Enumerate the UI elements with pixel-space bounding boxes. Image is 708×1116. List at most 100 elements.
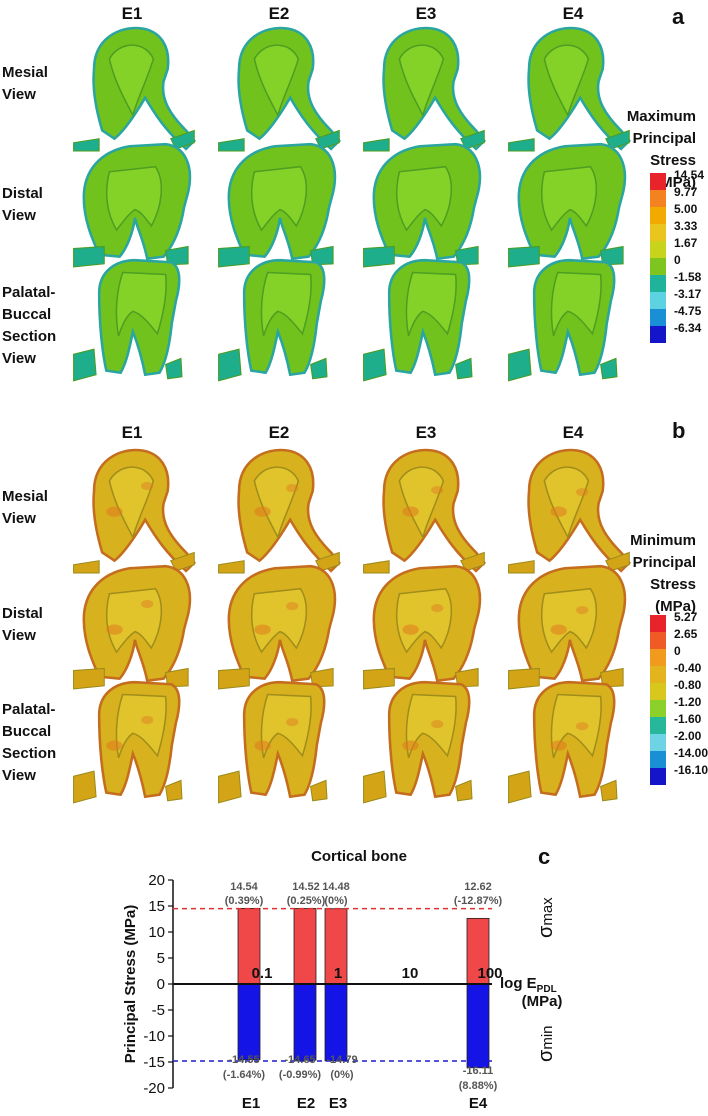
col-header-e1: E1 bbox=[121, 423, 143, 442]
col-header-e1: E1 bbox=[121, 4, 143, 23]
min-model-palatal-e1 bbox=[73, 680, 183, 804]
max-legend-swatch bbox=[650, 258, 666, 275]
min-model-palatal-e3 bbox=[363, 680, 473, 804]
y-axis-label: Principal Stress (MPa) bbox=[122, 905, 139, 1063]
log-e-tick-label: 100 bbox=[477, 965, 502, 982]
x-axis-label: log EPDL bbox=[500, 975, 557, 995]
row-label-palatal-buccal: Palatal- Buccal Section View bbox=[2, 284, 57, 367]
min-legend-tick: -1.20 bbox=[674, 695, 702, 709]
max-legend-tick: -4.75 bbox=[674, 304, 702, 318]
min-legend-swatch bbox=[650, 717, 666, 734]
min-percent-label: (-0.99%) bbox=[279, 1069, 322, 1081]
category-label-e4: E4 bbox=[469, 1095, 488, 1112]
y-tick-label: 0 bbox=[157, 976, 165, 993]
row-label-distal: Distal View bbox=[2, 185, 43, 224]
max-legend-swatch bbox=[650, 309, 666, 326]
y-tick-label: 5 bbox=[157, 950, 165, 967]
log-e-tick-label: 0.1 bbox=[252, 965, 273, 982]
category-label-e3: E3 bbox=[329, 1095, 347, 1112]
log-e-tick-label: 10 bbox=[402, 965, 419, 982]
min-bar-e2 bbox=[293, 983, 317, 1061]
category-label-e1: E1 bbox=[242, 1095, 260, 1112]
max-legend-tick: 9.77 bbox=[674, 185, 698, 199]
log-e-tick-label: 1 bbox=[334, 965, 342, 982]
category-label-e2: E2 bbox=[297, 1095, 315, 1112]
min-legend-tick: 5.27 bbox=[674, 610, 698, 624]
max-value-label: 12.62 bbox=[464, 881, 492, 893]
max-percent-label: (-12.87%) bbox=[454, 895, 503, 907]
max-model-mesial-e1 bbox=[73, 26, 196, 152]
max-model-distal-e2 bbox=[218, 142, 337, 268]
min-value-label: -14.65 bbox=[284, 1054, 315, 1066]
max-percent-label: (0.25%) bbox=[287, 895, 326, 907]
max-value-label: 14.52 bbox=[292, 881, 320, 893]
col-header-e2: E2 bbox=[268, 4, 290, 23]
max-model-distal-e3 bbox=[363, 142, 482, 268]
min-legend-swatch bbox=[650, 649, 666, 666]
max-percent-label: (0%) bbox=[324, 895, 348, 907]
max-model-palatal-e2 bbox=[218, 258, 328, 382]
min-legend-tick: -14.00 bbox=[674, 746, 708, 760]
min-value-label: -14.55 bbox=[228, 1054, 259, 1066]
max-value-label: 14.54 bbox=[230, 881, 258, 893]
min-bar-e1 bbox=[237, 983, 261, 1061]
row-label-palatal-buccal: Palatal- Buccal Section View bbox=[2, 701, 57, 784]
col-header-e4: E4 bbox=[562, 4, 584, 23]
max-legend-swatch bbox=[650, 326, 666, 343]
max-model-distal-e4 bbox=[508, 142, 627, 268]
row-label-mesial: Mesial View bbox=[2, 488, 48, 527]
y-tick-label: -10 bbox=[143, 1028, 165, 1045]
max-legend-swatch bbox=[650, 207, 666, 224]
max-legend-tick: -6.34 bbox=[674, 321, 702, 335]
min-legend-tick: -0.80 bbox=[674, 678, 702, 692]
max-percent-label: (0.39%) bbox=[225, 895, 264, 907]
max-legend-tick: 0 bbox=[674, 253, 681, 267]
panel-letter-b: b bbox=[672, 418, 686, 443]
y-tick-label: 20 bbox=[148, 872, 165, 889]
max-model-palatal-e3 bbox=[363, 258, 473, 382]
min-model-distal-e1 bbox=[73, 564, 192, 690]
min-bar-e4 bbox=[466, 983, 490, 1069]
max-model-mesial-e4 bbox=[508, 26, 631, 152]
min-legend-swatch bbox=[650, 768, 666, 785]
color-legend-b: 5.27 2.65 0 -0.40 -0.80 -1.20 -1.60 -2.00 -14.00… bbox=[650, 611, 708, 785]
min-legend-tick: -1.60 bbox=[674, 712, 702, 726]
max-legend-tick: 1.67 bbox=[674, 236, 698, 250]
min-legend-swatch bbox=[650, 751, 666, 768]
min-model-distal-e3 bbox=[363, 564, 482, 690]
min-legend-tick: -16.10 bbox=[674, 763, 708, 777]
max-legend-tick: -1.58 bbox=[674, 270, 702, 284]
min-legend-swatch bbox=[650, 666, 666, 683]
min-model-mesial-e1 bbox=[73, 448, 196, 574]
y-tick-label: 15 bbox=[148, 898, 165, 915]
x-axis-unit: (MPa) bbox=[522, 993, 563, 1010]
row-label-mesial: Mesial View bbox=[2, 64, 48, 103]
max-model-palatal-e4 bbox=[508, 258, 618, 382]
col-header-e3: E3 bbox=[415, 423, 437, 442]
min-model-palatal-e2 bbox=[218, 680, 328, 804]
max-model-mesial-e2 bbox=[218, 26, 341, 152]
min-percent-label: (8.88%) bbox=[459, 1080, 498, 1092]
y-tick-label: -20 bbox=[143, 1080, 165, 1097]
min-percent-label: (-1.64%) bbox=[223, 1069, 266, 1081]
min-legend-swatch bbox=[650, 700, 666, 717]
panel-letter-a: a bbox=[672, 4, 685, 29]
min-legend-swatch bbox=[650, 615, 666, 632]
min-legend-swatch bbox=[650, 632, 666, 649]
min-legend-tick: -2.00 bbox=[674, 729, 702, 743]
max-model-distal-e1 bbox=[73, 142, 192, 268]
min-bar-e3 bbox=[324, 983, 348, 1062]
min-legend-tick: 0 bbox=[674, 644, 681, 658]
min-model-palatal-e4 bbox=[508, 680, 618, 804]
min-percent-label: (0%) bbox=[330, 1069, 354, 1081]
max-model-mesial-e3 bbox=[363, 26, 486, 152]
max-bar-e2 bbox=[293, 908, 317, 985]
min-value-label: -14.79 bbox=[326, 1054, 357, 1066]
max-legend-tick: 5.00 bbox=[674, 202, 698, 216]
y-tick-label: -15 bbox=[143, 1054, 165, 1071]
col-header-e3: E3 bbox=[415, 4, 437, 23]
y-tick-label: 10 bbox=[148, 924, 165, 941]
min-legend-tick: -0.40 bbox=[674, 661, 702, 675]
max-value-label: 14.48 bbox=[322, 881, 350, 893]
